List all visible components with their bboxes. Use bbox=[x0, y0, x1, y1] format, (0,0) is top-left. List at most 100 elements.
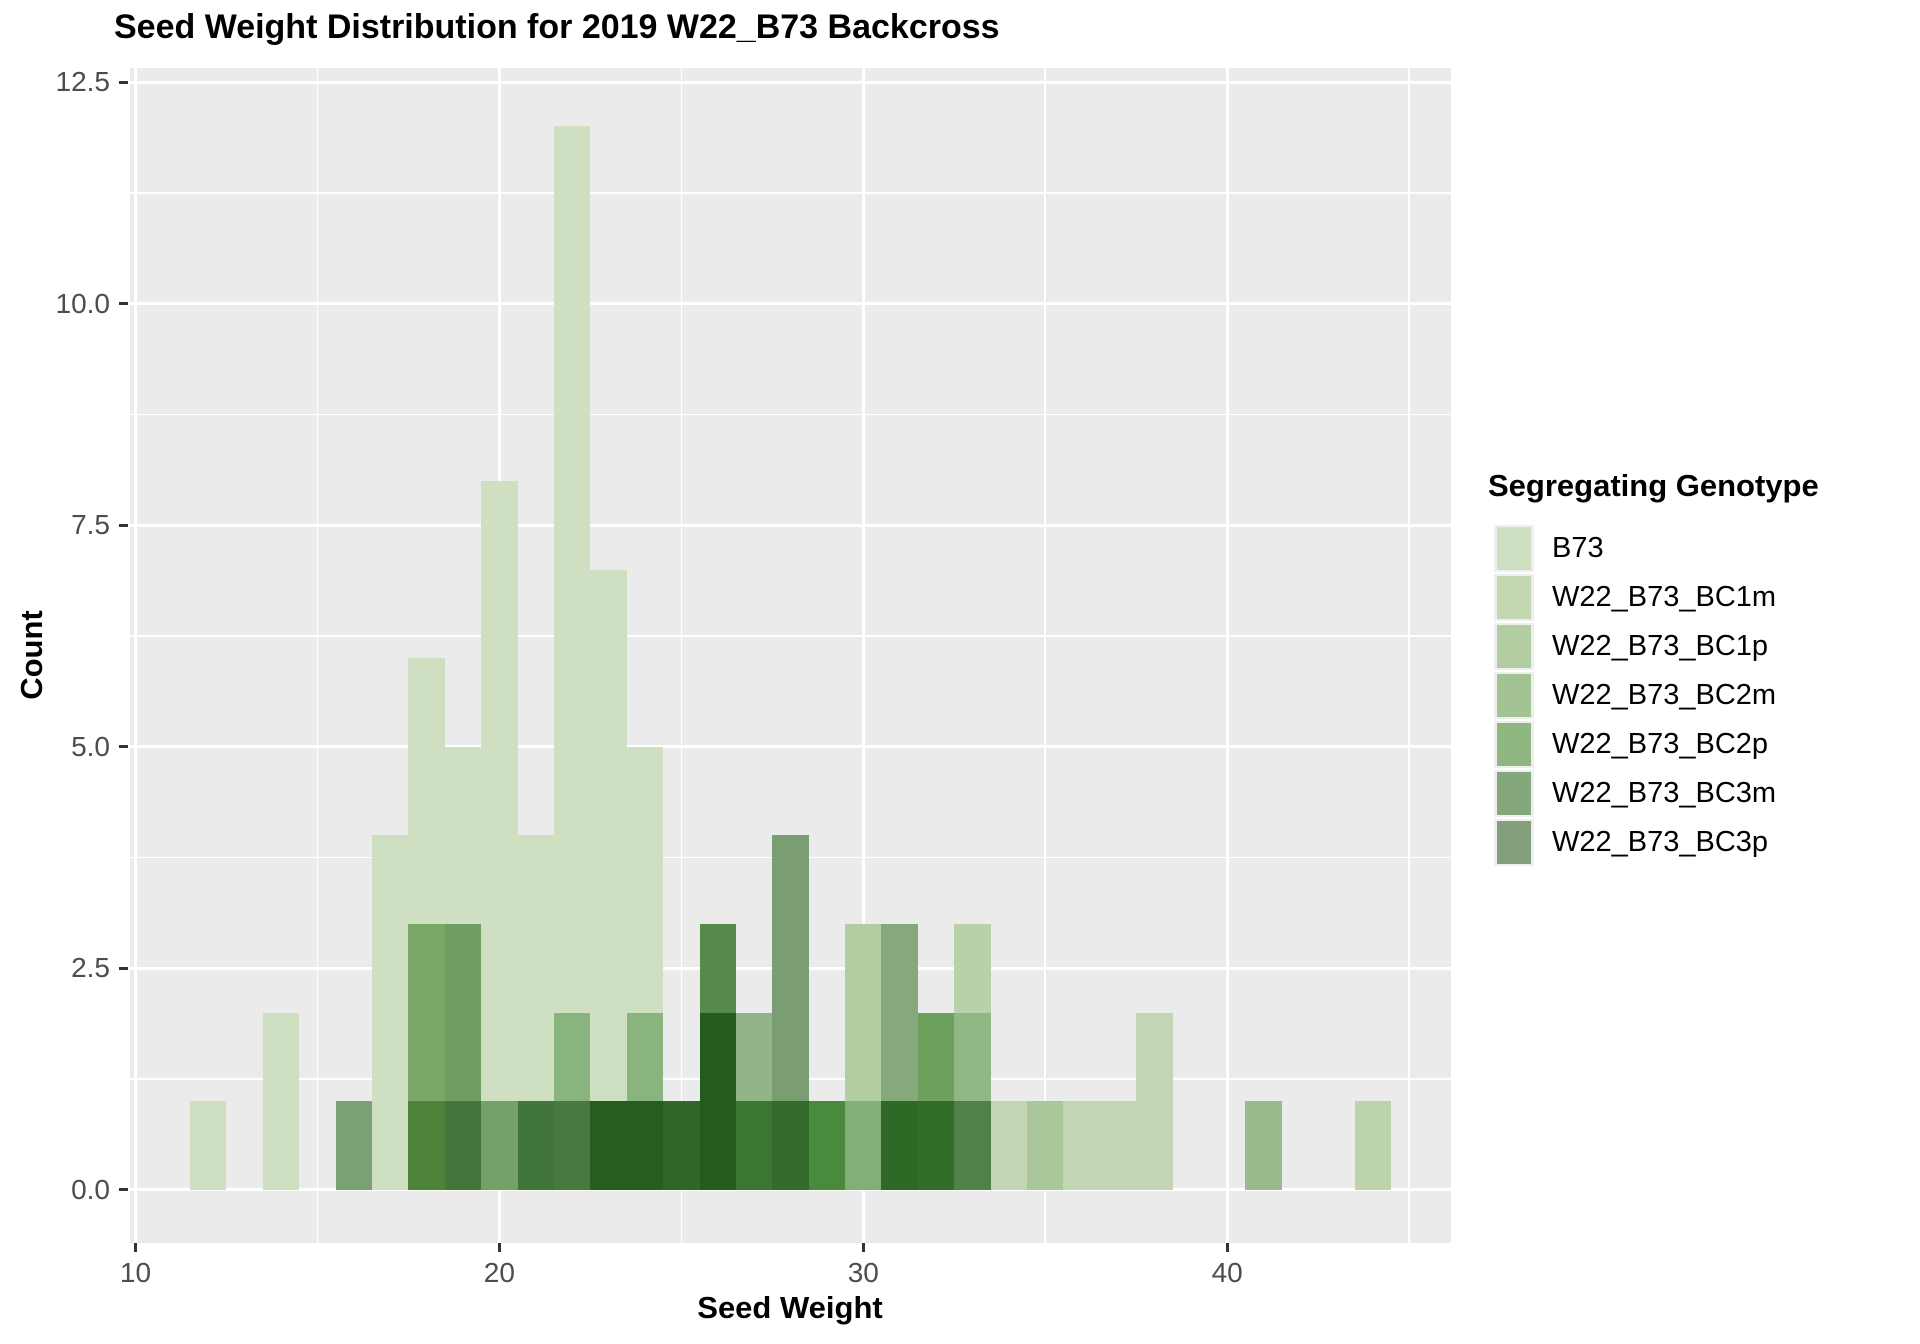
histogram-bar-segment bbox=[626, 1012, 664, 1102]
x-major-gridline bbox=[1225, 68, 1229, 1243]
legend-title: Segregating Genotype bbox=[1488, 468, 1819, 503]
y-tick-mark bbox=[119, 1188, 128, 1192]
legend-item: W22_B73_BC3m bbox=[1488, 769, 1918, 817]
histogram-bar-segment bbox=[1245, 1101, 1282, 1190]
legend-key bbox=[1494, 720, 1534, 768]
histogram-bar-segment bbox=[772, 835, 809, 1102]
legend-swatch bbox=[1497, 673, 1531, 717]
x-minor-gridline bbox=[1408, 68, 1410, 1243]
legend-key bbox=[1494, 524, 1534, 572]
histogram-bar-segment bbox=[408, 923, 445, 1102]
y-tick-label: 7.5 bbox=[71, 509, 110, 541]
histogram-bar-segment bbox=[699, 923, 736, 1013]
histogram-bar-segment bbox=[845, 923, 882, 1102]
x-minor-gridline bbox=[680, 68, 683, 1243]
histogram-bar-segment bbox=[1136, 1012, 1173, 1190]
x-axis-title: Seed Weight bbox=[697, 1290, 883, 1325]
histogram-bar-segment bbox=[553, 126, 591, 1013]
x-major-gridline bbox=[133, 68, 137, 1243]
y-minor-gridline bbox=[130, 413, 1451, 416]
legend-swatch bbox=[1497, 624, 1531, 668]
legend: Segregating Genotype B73 W22_B73_BC1m W22_… bbox=[1488, 468, 1918, 867]
histogram-bar-segment bbox=[845, 1101, 882, 1190]
histogram-bar-segment bbox=[1063, 1101, 1100, 1190]
y-major-gridline bbox=[130, 745, 1451, 749]
histogram-bar-segment bbox=[1027, 1101, 1064, 1190]
y-tick-mark bbox=[119, 80, 128, 84]
histogram-bar-segment bbox=[590, 1101, 627, 1190]
legend-key bbox=[1494, 622, 1534, 670]
histogram-bar-segment bbox=[881, 923, 918, 1102]
legend-item-label: W22_B73_BC3p bbox=[1552, 825, 1769, 858]
y-tick-mark bbox=[119, 523, 128, 527]
y-minor-gridline bbox=[130, 192, 1451, 194]
y-major-gridline bbox=[130, 523, 1451, 527]
x-minor-gridline bbox=[1044, 68, 1047, 1243]
x-tick-label: 30 bbox=[847, 1257, 879, 1288]
legend-key bbox=[1494, 769, 1534, 817]
histogram-bar-segment bbox=[553, 1012, 591, 1102]
legend-key bbox=[1494, 671, 1534, 719]
x-minor-gridline bbox=[316, 68, 319, 1243]
y-major-gridline bbox=[130, 1188, 1451, 1192]
legend-item-label: W22_B73_BC1m bbox=[1552, 580, 1777, 613]
histogram-bar-segment bbox=[1354, 1101, 1391, 1190]
y-axis-title: Count bbox=[14, 610, 49, 700]
legend-swatch bbox=[1497, 771, 1531, 815]
histogram-bar-segment bbox=[553, 1101, 591, 1190]
legend-item-label: W22_B73_BC2p bbox=[1552, 727, 1769, 760]
histogram-bar-segment bbox=[626, 1101, 664, 1190]
histogram-bar-segment bbox=[444, 746, 482, 924]
y-tick-mark bbox=[119, 745, 128, 749]
histogram-bar-segment bbox=[954, 1101, 991, 1190]
histogram-bar-segment bbox=[699, 1012, 736, 1190]
legend-swatch bbox=[1497, 820, 1531, 864]
y-tick-label: 2.5 bbox=[71, 952, 110, 984]
legend-key bbox=[1494, 573, 1534, 621]
legend-item: W22_B73_BC2p bbox=[1488, 720, 1918, 768]
histogram-bar-segment bbox=[954, 1012, 991, 1102]
y-major-gridline bbox=[130, 302, 1451, 306]
histogram-bar-segment bbox=[262, 1012, 300, 1190]
histogram-bar-segment bbox=[517, 835, 554, 1102]
histogram-bar-segment bbox=[372, 835, 409, 1190]
y-tick-label: 10.0 bbox=[55, 287, 111, 319]
histogram-bar-segment bbox=[1099, 1101, 1137, 1190]
y-tick-label: 0.0 bbox=[71, 1173, 110, 1205]
legend-item-label: B73 bbox=[1552, 531, 1604, 564]
histogram-bar-segment bbox=[481, 1101, 518, 1190]
histogram-bar-segment bbox=[990, 1101, 1028, 1190]
histogram-bar-segment bbox=[881, 1101, 918, 1190]
histogram-bar-segment bbox=[517, 1101, 554, 1190]
legend-item: W22_B73_BC1p bbox=[1488, 622, 1918, 670]
y-tick-mark bbox=[119, 966, 128, 970]
y-tick-label: 5.0 bbox=[71, 730, 110, 762]
histogram-bar-segment bbox=[954, 923, 991, 1013]
histogram-bar-segment bbox=[408, 658, 445, 924]
legend-swatch bbox=[1497, 722, 1531, 766]
y-major-gridline bbox=[130, 80, 1451, 84]
x-tick-label: 20 bbox=[483, 1257, 515, 1288]
x-tick-mark bbox=[497, 1243, 501, 1252]
histogram-bar-segment bbox=[917, 1012, 955, 1102]
x-tick-label: 40 bbox=[1211, 1257, 1243, 1288]
histogram-bar-segment bbox=[590, 569, 627, 1102]
histogram-bar-segment bbox=[663, 1101, 700, 1190]
y-tick-mark bbox=[119, 302, 128, 306]
legend-item-label: W22_B73_BC3m bbox=[1552, 776, 1777, 809]
histogram-bar-segment bbox=[735, 1012, 773, 1102]
y-minor-gridline bbox=[130, 635, 1451, 637]
legend-items: B73 W22_B73_BC1m W22_B73_BC1p W22_B73_BC2m W… bbox=[1488, 524, 1918, 866]
histogram-bar-segment bbox=[626, 746, 664, 1013]
legend-swatch bbox=[1497, 575, 1531, 619]
x-major-gridline bbox=[861, 68, 865, 1243]
legend-item: W22_B73_BC1m bbox=[1488, 573, 1918, 621]
x-tick-mark bbox=[861, 1243, 865, 1252]
x-tick-mark bbox=[1225, 1243, 1229, 1252]
legend-item-label: W22_B73_BC2m bbox=[1552, 678, 1777, 711]
x-tick-label: 10 bbox=[119, 1257, 152, 1288]
histogram-bar-segment bbox=[444, 923, 482, 1102]
legend-item: W22_B73_BC3p bbox=[1488, 818, 1918, 866]
legend-swatch bbox=[1497, 526, 1531, 570]
